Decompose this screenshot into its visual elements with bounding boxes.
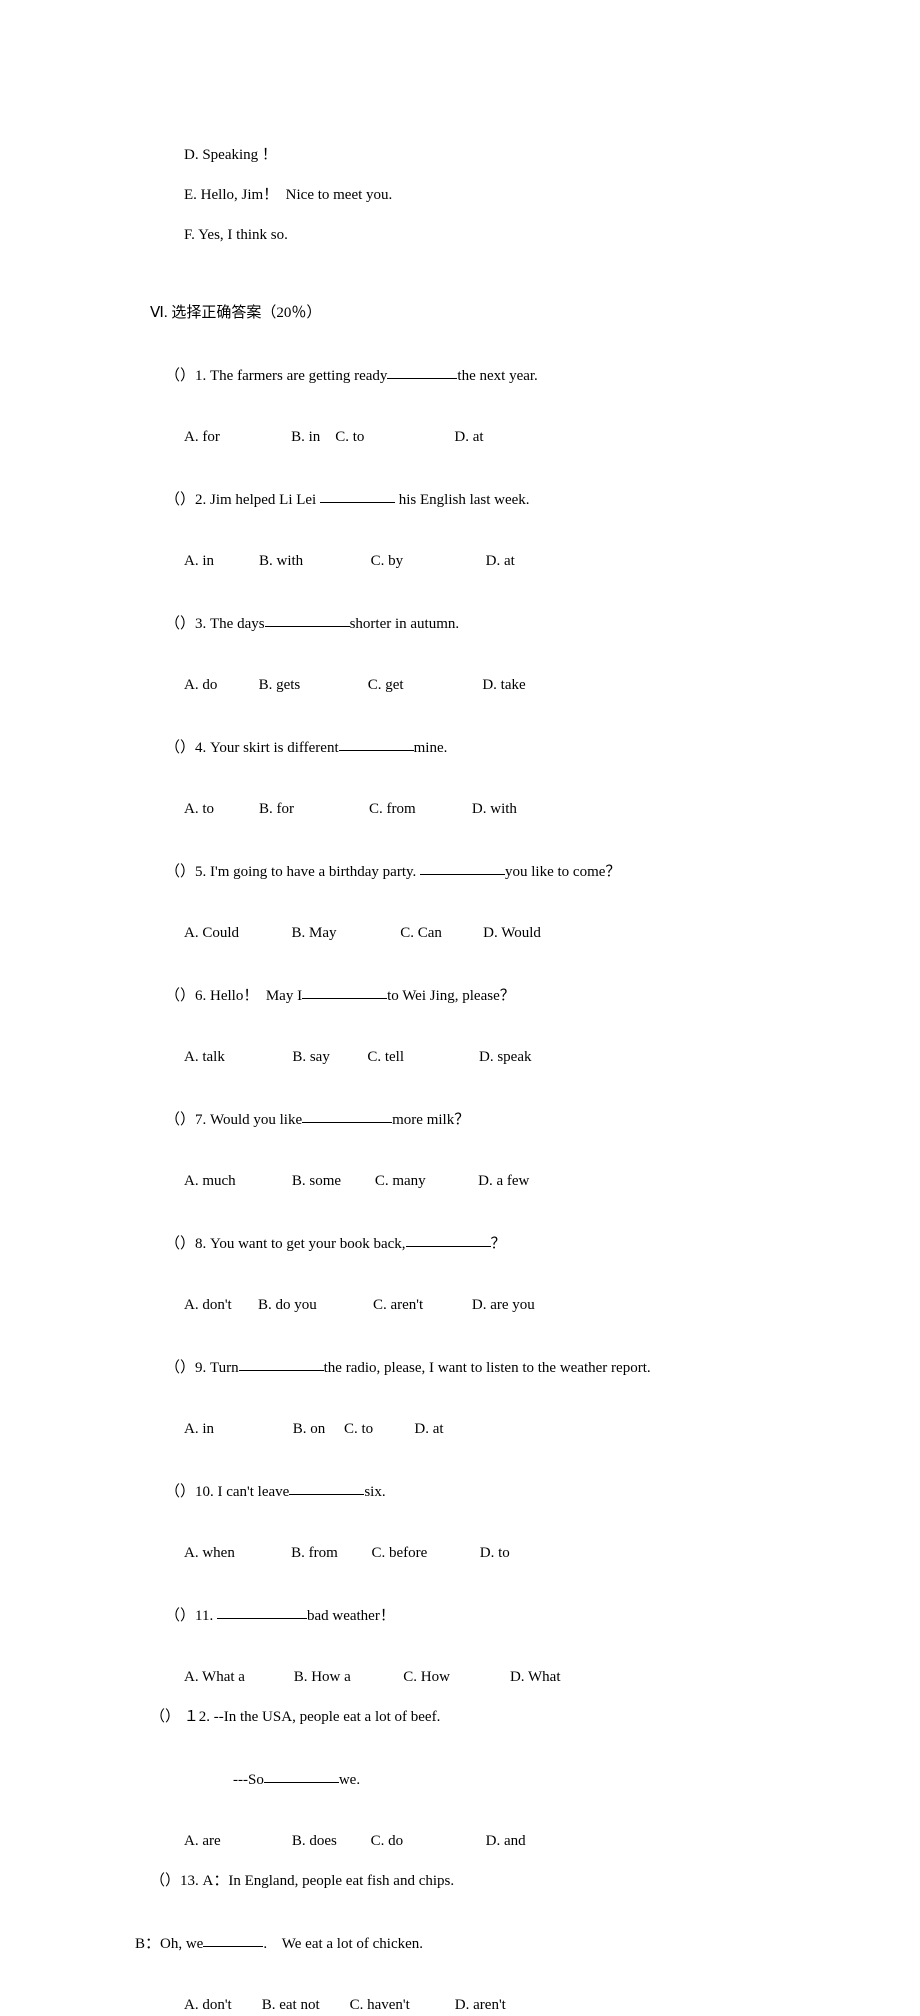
gap (150, 265, 780, 303)
q13-line2: B：Oh, we . We eat a lot of chicken. (120, 1911, 780, 1976)
q7-stem: （）7. Would you like more milk？ (150, 1087, 780, 1152)
intro-option-f: F. Yes, I think so. (150, 225, 780, 246)
blank (265, 611, 350, 627)
q8-stem-b: ？ (491, 1236, 506, 1252)
q4-stem-a: （）4. Your skirt is different (165, 740, 339, 756)
q5-stem: （）5. I'm going to have a birthday party.… (150, 839, 780, 904)
q1-stem-b: the next year. (457, 368, 537, 384)
q8-stem-a: （）8. You want to get your book back, (165, 1236, 406, 1252)
q2-options: A. in B. with C. by D. at (150, 551, 780, 572)
blank (302, 983, 387, 999)
q12-options: A. are B. does C. do D. and (150, 1831, 780, 1852)
q4-options: A. to B. for C. from D. with (150, 799, 780, 820)
q3-options: A. do B. gets C. get D. take (150, 675, 780, 696)
blank (264, 1767, 339, 1783)
blank (339, 735, 414, 751)
q9-stem-a: （）9. Turn (165, 1360, 239, 1376)
q13-options: A. don't B. eat not C. haven't D. aren't (150, 1995, 780, 2016)
q10-options: A. when B. from C. before D. to (150, 1543, 780, 1564)
q12-stem: （） １2. --In the USA, people eat a lot of… (150, 1707, 780, 1728)
q2-stem: （）2. Jim helped Li Lei his English last … (150, 467, 780, 532)
q6-stem-a: （）6. Hello！ May I (165, 988, 302, 1004)
q6-stem: （）6. Hello！ May I to Wei Jing, please？ (150, 963, 780, 1028)
q8-stem: （）8. You want to get your book back, ？ (150, 1211, 780, 1276)
blank (217, 1603, 307, 1619)
q5-options: A. Could B. May C. Can D. Would (150, 923, 780, 944)
q12-line2a: ---So (233, 1772, 264, 1788)
blank (239, 1355, 324, 1371)
blank (302, 1107, 392, 1123)
q11-options: A. What a B. How a C. How D. What (150, 1667, 780, 1688)
q2-stem-a: （）2. Jim helped Li Lei (165, 492, 320, 508)
q13-line2b: . We eat a lot of chicken. (263, 1936, 423, 1952)
blank (406, 1231, 491, 1247)
q4-stem: （）4. Your skirt is different mine. (150, 715, 780, 780)
q6-stem-b: to Wei Jing, please？ (387, 988, 515, 1004)
q3-stem-a: （）3. The days (165, 616, 265, 632)
q10-stem-b: six. (364, 1484, 385, 1500)
section-6-title: Ⅵ. 选择正确答案（20％） (150, 303, 780, 324)
blank (289, 1479, 364, 1495)
q13-stem: （）13. A：In England, people eat fish and … (150, 1871, 780, 1892)
q3-stem-b: shorter in autumn. (350, 616, 460, 632)
intro-option-d: D. Speaking ！ (150, 145, 780, 166)
q3-stem: （）3. The days shorter in autumn. (150, 591, 780, 656)
q11-stem-a: （）11. (165, 1608, 217, 1624)
q10-stem: （）10. I can't leave six. (150, 1459, 780, 1524)
intro-option-e: E. Hello, Jim！ Nice to meet you. (150, 185, 780, 206)
q2-stem-b: his English last week. (395, 492, 530, 508)
q7-options: A. much B. some C. many D. a few (150, 1171, 780, 1192)
q10-stem-a: （）10. I can't leave (165, 1484, 289, 1500)
blank (203, 1931, 263, 1947)
q8-options: A. don't B. do you C. aren't D. are you (150, 1295, 780, 1316)
q13-line2a: B：Oh, we (135, 1936, 203, 1952)
q9-stem: （）9. Turn the radio, please, I want to li… (150, 1335, 780, 1400)
q11-stem-b: bad weather！ (307, 1608, 395, 1624)
q1-stem-a: （）1. The farmers are getting ready (165, 368, 387, 384)
blank (387, 363, 457, 379)
blank (420, 859, 505, 875)
q5-stem-a: （）5. I'm going to have a birthday party. (165, 864, 420, 880)
q9-options: A. in B. on C. to D. at (150, 1419, 780, 1440)
q1-stem: （）1. The farmers are getting ready the ne… (150, 343, 780, 408)
q7-stem-a: （）7. Would you like (165, 1112, 302, 1128)
q4-stem-b: mine. (414, 740, 448, 756)
q9-stem-b: the radio, please, I want to listen to t… (324, 1360, 651, 1376)
page-container: D. Speaking ！ E. Hello, Jim！ Nice to mee… (0, 0, 920, 1302)
q7-stem-b: more milk？ (392, 1112, 469, 1128)
q6-options: A. talk B. say C. tell D. speak (150, 1047, 780, 1068)
q12-line2b: we. (339, 1772, 360, 1788)
q1-options: A. for B. in C. to D. at (150, 427, 780, 448)
q11-stem: （）11. bad weather！ (150, 1583, 780, 1648)
q5-stem-b: you like to come？ (505, 864, 620, 880)
q12-line2: ---So we. (150, 1747, 780, 1812)
blank (320, 487, 395, 503)
